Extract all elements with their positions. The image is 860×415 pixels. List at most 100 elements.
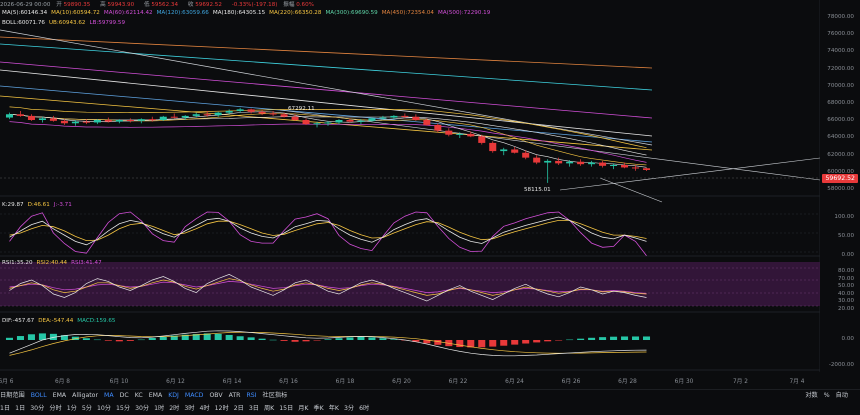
interval-button[interactable]: 2时 <box>169 405 180 412</box>
indicator-ema-button[interactable]: EMA <box>148 392 163 399</box>
interval-button[interactable]: 12时 <box>214 405 229 412</box>
candle-body <box>115 120 123 122</box>
candle-body <box>434 124 442 131</box>
interval-button[interactable]: 周K <box>263 405 275 412</box>
candle-body <box>346 120 354 122</box>
rsi-legend-item: RSI1:35.20 <box>2 260 33 266</box>
candle-body <box>324 122 332 124</box>
interval-button[interactable]: 2日 <box>233 405 244 412</box>
time-tick: 7月 4 <box>789 379 805 385</box>
kdj-legend: K:29.87 D:46.61 J:-3.71 <box>2 202 76 208</box>
axis-tick: 62000.00 <box>827 151 854 158</box>
candle-body <box>335 120 343 123</box>
macd-hist-bar <box>181 334 189 340</box>
kdj-legend-item: J:-3.71 <box>53 202 72 208</box>
axis-option-button[interactable]: 自动 <box>835 392 848 399</box>
kdj-d-line <box>9 220 647 242</box>
macd-hist-bar <box>203 333 211 340</box>
axis-tick: 40.00 <box>837 290 854 297</box>
interval-button[interactable]: 30分 <box>30 405 45 412</box>
candle-body <box>445 130 453 135</box>
macd-hist-bar <box>577 338 585 340</box>
indicator-boll-button[interactable]: BOLL <box>30 392 47 399</box>
interval-button[interactable]: 年K <box>328 405 339 412</box>
axis-tick: 78000.00 <box>827 14 854 20</box>
macd-hist-bar <box>456 340 464 348</box>
low-label: 低 <box>143 2 150 8</box>
indicator-kdj-button[interactable]: KDJ <box>168 392 179 399</box>
macd-hist-bar <box>93 339 101 341</box>
candle-body <box>49 118 57 121</box>
axis-tick: 70.00 <box>837 275 854 282</box>
chart-canvas[interactable] <box>0 0 820 372</box>
macd-hist-bar <box>390 339 398 340</box>
axis-option-button[interactable]: 对数 <box>805 392 818 399</box>
price-axis[interactable]: 78000.00 76000.00 74000.00 72000.00 70000.00… <box>820 0 860 372</box>
long-ma-line <box>0 36 653 69</box>
candle-body <box>126 120 134 121</box>
boll-legend-item: UB:60943.62 <box>48 20 86 26</box>
open-value: 59890.35 <box>63 2 91 8</box>
interval-button[interactable]: 30分 <box>135 405 150 412</box>
indicator-macd-button[interactable]: MACD <box>184 392 204 399</box>
ma-legend: MA(5):60146.34 MA(10):60594.72 MA(60):6211… <box>2 10 494 16</box>
candle-body <box>27 115 35 120</box>
interval-button[interactable]: 15日 <box>279 405 294 412</box>
indicator-ma-button[interactable]: MA <box>104 392 114 399</box>
axis-tick: 20.00 <box>837 306 854 312</box>
axis-option-button[interactable]: % <box>823 392 830 399</box>
high-label: 高 <box>100 2 106 8</box>
interval-button[interactable]: 月K <box>298 405 309 412</box>
macd-hist-bar <box>632 336 640 340</box>
indicator-rsi-button[interactable]: RSI <box>246 392 257 399</box>
interval-button[interactable]: 3时 <box>184 405 195 412</box>
time-axis[interactable]: 6月 6 6月 8 6月 10 6月 12 6月 14 6月 16 6月 18 6月 20 6月… <box>0 372 820 388</box>
candle-body <box>610 165 618 166</box>
interval-button[interactable]: 1时 <box>154 405 165 412</box>
boll-legend-item: LB:59799.59 <box>89 20 125 26</box>
date-range-button[interactable]: 日期范围 <box>0 392 25 399</box>
interval-button[interactable]: 10分 <box>96 405 111 412</box>
interval-button[interactable]: 季K <box>313 405 324 412</box>
candle-body <box>93 120 101 123</box>
candle-body <box>621 165 629 168</box>
interval-button[interactable]: 1分 <box>66 405 77 412</box>
trend-line <box>599 177 663 203</box>
kdj-k-line <box>9 216 647 246</box>
ma-legend-item: MA(180):64305.15 <box>212 10 266 16</box>
last-price-tag: 59692.52 <box>822 174 858 183</box>
indicator-社区指标-button[interactable]: 社区指标 <box>262 392 288 399</box>
interval-button[interactable]: 15分 <box>116 405 131 412</box>
interval-button[interactable]: 3分 <box>344 405 355 412</box>
candle-body <box>71 121 79 124</box>
trend-line <box>559 157 820 191</box>
interval-button[interactable]: 1日 <box>15 405 26 412</box>
candle-body <box>544 160 552 163</box>
macd-hist-bar <box>522 340 530 344</box>
trend-line <box>279 109 820 181</box>
axis-tick: 50.00 <box>837 283 854 290</box>
indicator-ema-button[interactable]: EMA <box>52 392 67 399</box>
interval-button[interactable]: 4时 <box>199 405 210 412</box>
indicator-alligator-button[interactable]: Alligator <box>72 392 99 399</box>
axis-tick: -2000.00 <box>828 362 854 368</box>
interval-button[interactable]: 1日 <box>0 405 11 412</box>
indicator-atr-button[interactable]: ATR <box>228 392 241 399</box>
ma10-line <box>9 113 647 166</box>
macd-hist-bar <box>137 339 145 341</box>
ma-legend-item: MA(120):63059.66 <box>156 10 209 16</box>
interval-button[interactable]: 3日 <box>248 405 259 412</box>
interval-button[interactable]: 6时 <box>359 405 370 412</box>
indicator-kc-button[interactable]: KC <box>134 392 143 399</box>
indicator-obv-button[interactable]: OBV <box>209 392 223 399</box>
indicator-dc-button[interactable]: DC <box>119 392 129 399</box>
macd-hist-bar <box>269 339 277 341</box>
axis-tick: 64000.00 <box>827 134 854 141</box>
interval-button[interactable]: 5分 <box>81 405 92 412</box>
candle-body <box>225 111 233 113</box>
macd-hist-bar <box>27 334 35 340</box>
macd-hist-bar <box>5 337 14 340</box>
candle-body <box>577 161 585 165</box>
kdj-j-line <box>9 211 647 256</box>
interval-button[interactable]: 分时 <box>49 405 62 412</box>
